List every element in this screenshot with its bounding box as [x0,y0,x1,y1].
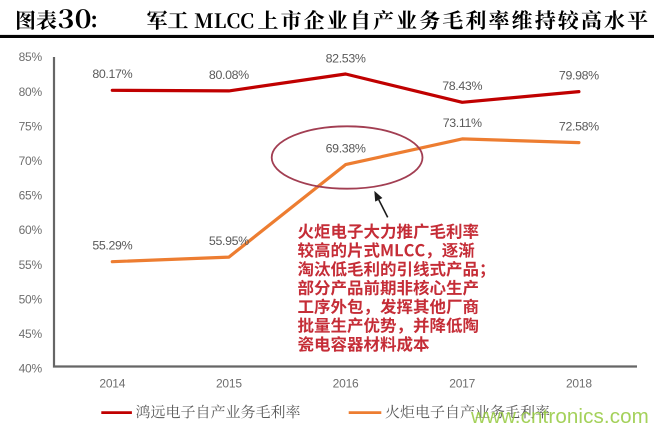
svg-text:2018: 2018 [566,377,592,391]
svg-text:72.58%: 72.58% [559,120,599,134]
svg-text:80%: 80% [19,85,43,99]
svg-text:2016: 2016 [333,377,359,391]
svg-text:55%: 55% [19,258,43,272]
svg-text:www.cntronics.com: www.cntronics.com [470,405,649,428]
svg-text:69.38%: 69.38% [326,142,366,156]
svg-text:70%: 70% [19,154,43,168]
svg-text:2017: 2017 [449,377,475,391]
svg-text:55.29%: 55.29% [92,239,132,253]
svg-text:73.11%: 73.11% [443,116,482,130]
svg-text:80.08%: 80.08% [209,68,249,82]
svg-text:40%: 40% [19,362,43,376]
svg-text:82.53%: 82.53% [326,51,366,65]
svg-text:55.95%: 55.95% [209,234,249,248]
svg-text:60%: 60% [19,223,43,237]
svg-text:2015: 2015 [216,377,242,391]
svg-text:85%: 85% [19,50,43,64]
svg-text:50%: 50% [19,292,43,306]
svg-text:45%: 45% [19,327,43,341]
svg-text:80.17%: 80.17% [92,67,132,81]
svg-text:75%: 75% [19,119,43,133]
svg-text:2014: 2014 [99,377,125,391]
svg-text:79.98%: 79.98% [559,69,599,83]
svg-text:65%: 65% [19,189,43,203]
svg-text:78.43%: 78.43% [442,79,482,93]
